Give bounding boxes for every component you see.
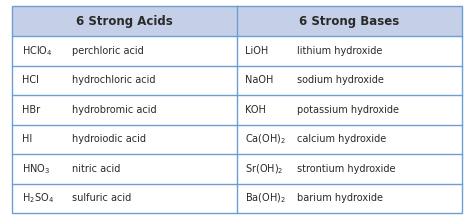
Bar xyxy=(237,6,462,36)
Text: lithium hydroxide: lithium hydroxide xyxy=(297,46,383,56)
Text: HNO$_3$: HNO$_3$ xyxy=(22,162,50,176)
Text: Sr(OH)$_2$: Sr(OH)$_2$ xyxy=(245,162,283,176)
Text: Ca(OH)$_2$: Ca(OH)$_2$ xyxy=(245,132,286,146)
Text: perchloric acid: perchloric acid xyxy=(72,46,144,56)
Text: calcium hydroxide: calcium hydroxide xyxy=(297,134,386,144)
Text: hydroiodic acid: hydroiodic acid xyxy=(72,134,146,144)
Text: hydrochloric acid: hydrochloric acid xyxy=(72,75,155,85)
Text: sodium hydroxide: sodium hydroxide xyxy=(297,75,384,85)
Text: 6 Strong Acids: 6 Strong Acids xyxy=(76,14,173,28)
Bar xyxy=(12,6,237,36)
Text: nitric acid: nitric acid xyxy=(72,164,120,174)
Text: NaOH: NaOH xyxy=(245,75,273,85)
Text: KOH: KOH xyxy=(245,105,266,115)
Text: HClO$_4$: HClO$_4$ xyxy=(22,44,53,58)
Text: potassium hydroxide: potassium hydroxide xyxy=(297,105,399,115)
Text: Ba(OH)$_2$: Ba(OH)$_2$ xyxy=(245,191,286,205)
Text: HCl: HCl xyxy=(22,75,39,85)
Text: barium hydroxide: barium hydroxide xyxy=(297,193,383,203)
Text: H$_2$SO$_4$: H$_2$SO$_4$ xyxy=(22,191,54,205)
Text: HBr: HBr xyxy=(22,105,40,115)
Text: 6 Strong Bases: 6 Strong Bases xyxy=(300,14,400,28)
Text: sulfuric acid: sulfuric acid xyxy=(72,193,131,203)
Text: strontium hydroxide: strontium hydroxide xyxy=(297,164,395,174)
Text: HI: HI xyxy=(22,134,32,144)
Text: hydrobromic acid: hydrobromic acid xyxy=(72,105,156,115)
Text: LiOH: LiOH xyxy=(245,46,268,56)
